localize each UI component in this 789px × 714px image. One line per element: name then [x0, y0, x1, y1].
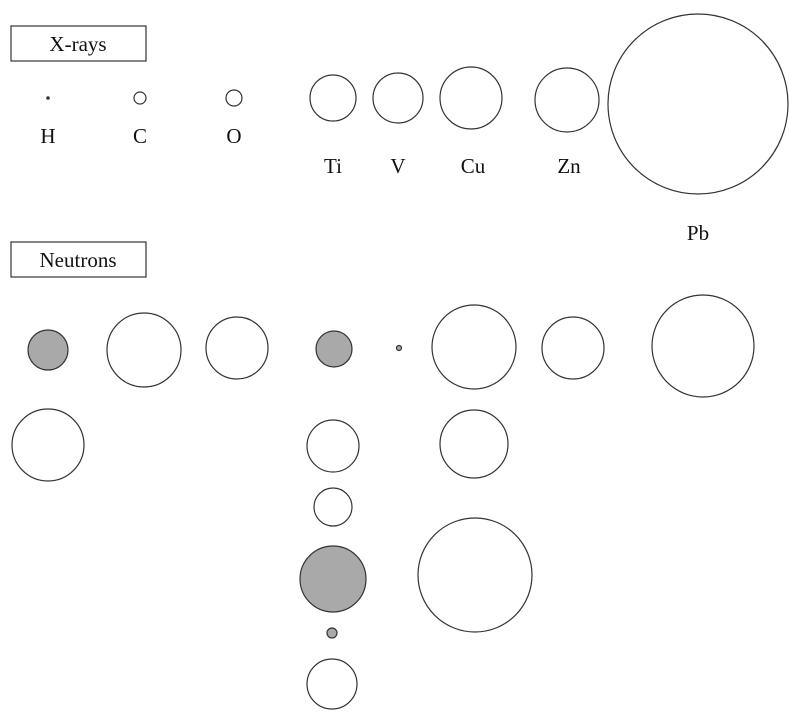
label-Cu: Cu [461, 154, 486, 178]
neutron-circle-isotope-5 [417, 517, 533, 633]
neutrons-label-box [10, 241, 147, 278]
xray-circle-Ti [309, 74, 357, 122]
neutron-circle-V [395, 344, 403, 352]
xray-circle-H [46, 96, 50, 100]
xray-circle-O [225, 89, 243, 107]
neutron-circle-isotope-6 [326, 627, 338, 639]
xrays-header: X-rays [10, 25, 147, 62]
xray-circle-Cu [439, 66, 503, 130]
neutron-circle-isotope-4 [299, 545, 367, 613]
xray-labels: H C O Ti V Cu Zn Pb [40, 124, 709, 245]
neutron-circle-Pb [651, 294, 755, 398]
label-Ti: Ti [324, 154, 342, 178]
label-O: O [226, 124, 241, 148]
neutron-circle-H [27, 329, 69, 371]
label-Pb: Pb [687, 221, 709, 245]
neutron-circle-isotope-2 [439, 409, 509, 479]
neutron-circles [11, 294, 755, 710]
xray-circles [46, 13, 789, 195]
neutrons-label: Neutrons [40, 248, 117, 272]
label-V: V [390, 154, 405, 178]
xray-circle-C [133, 91, 147, 105]
neutron-circle-isotope-1 [306, 419, 360, 473]
xray-circle-Zn [534, 67, 600, 133]
label-C: C [133, 124, 147, 148]
xray-circle-V [372, 72, 424, 124]
xrays-label-box [10, 25, 147, 62]
neutron-circle-Cu [431, 304, 517, 390]
xray-circle-Pb [607, 13, 789, 195]
label-H: H [40, 124, 55, 148]
neutron-circle-isotope-7 [306, 658, 358, 710]
label-Zn: Zn [557, 154, 581, 178]
neutron-circle-C [205, 316, 269, 380]
neutrons-header: Neutrons [10, 241, 147, 278]
xrays-label: X-rays [49, 32, 106, 56]
neutron-circle-O [11, 408, 85, 482]
neutron-circle-isotope-3 [313, 487, 353, 527]
neutron-circle-D [106, 312, 182, 388]
neutron-circle-Zn [541, 316, 605, 380]
neutron-circle-Ti [315, 330, 353, 368]
